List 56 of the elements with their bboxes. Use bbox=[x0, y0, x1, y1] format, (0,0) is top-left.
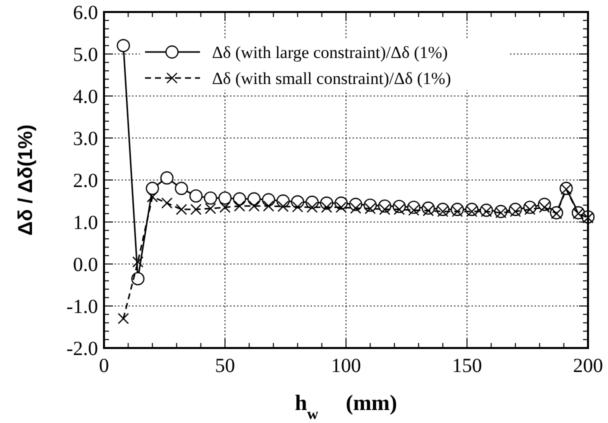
point bbox=[292, 201, 304, 212]
y-tick-label: 5.0 bbox=[73, 44, 98, 66]
point bbox=[262, 200, 274, 212]
point bbox=[336, 202, 347, 213]
point bbox=[174, 182, 188, 195]
x-tick-label: 50 bbox=[215, 355, 235, 377]
point bbox=[161, 198, 173, 209]
point bbox=[364, 202, 376, 214]
point bbox=[189, 189, 203, 203]
x-tick-label: 150 bbox=[452, 355, 482, 377]
legend-label: Δδ (with large constraint)/Δδ (1%) bbox=[212, 43, 448, 62]
point bbox=[190, 204, 202, 215]
y-tick-label: -2.0 bbox=[66, 338, 98, 360]
y-axis-title: Δδ / Δδ(1%) bbox=[15, 124, 37, 236]
point bbox=[232, 192, 246, 206]
y-tick-label: 3.0 bbox=[73, 128, 98, 150]
point bbox=[408, 204, 420, 216]
point bbox=[510, 206, 521, 218]
point bbox=[146, 191, 158, 202]
point bbox=[437, 206, 448, 218]
point bbox=[466, 206, 478, 218]
y-tick-label: 4.0 bbox=[73, 86, 98, 108]
point bbox=[132, 256, 144, 268]
point bbox=[116, 39, 130, 52]
point bbox=[131, 272, 144, 286]
point bbox=[379, 204, 390, 215]
y-tick-label: 2.0 bbox=[73, 170, 98, 192]
y-tick-label: 6.0 bbox=[73, 2, 98, 24]
point bbox=[394, 204, 405, 215]
point bbox=[176, 204, 188, 215]
x-tick-label: 200 bbox=[573, 355, 603, 377]
point bbox=[277, 200, 289, 212]
x-tick-label: 100 bbox=[331, 355, 361, 377]
point bbox=[452, 206, 463, 218]
y-tick-label: 1.0 bbox=[73, 212, 98, 234]
point bbox=[204, 191, 218, 205]
point bbox=[204, 202, 216, 214]
point bbox=[321, 202, 332, 213]
point bbox=[234, 200, 246, 212]
legend-label: Δδ (with small constraint)/Δδ (1%) bbox=[212, 69, 452, 88]
y-tick-label: 0.0 bbox=[73, 254, 98, 276]
point bbox=[524, 204, 536, 215]
point bbox=[218, 191, 232, 205]
point bbox=[350, 202, 362, 214]
y-tick-label: -1.0 bbox=[66, 296, 98, 318]
point bbox=[422, 205, 434, 216]
point bbox=[118, 313, 129, 324]
point bbox=[495, 207, 506, 218]
point bbox=[160, 171, 174, 184]
text: h$_{w}$ (mm) bbox=[294, 390, 398, 422]
x-tick-label: 0 bbox=[99, 355, 109, 377]
point bbox=[306, 202, 318, 213]
point bbox=[146, 182, 159, 195]
point bbox=[219, 202, 231, 213]
point bbox=[248, 200, 260, 212]
point bbox=[538, 202, 550, 213]
